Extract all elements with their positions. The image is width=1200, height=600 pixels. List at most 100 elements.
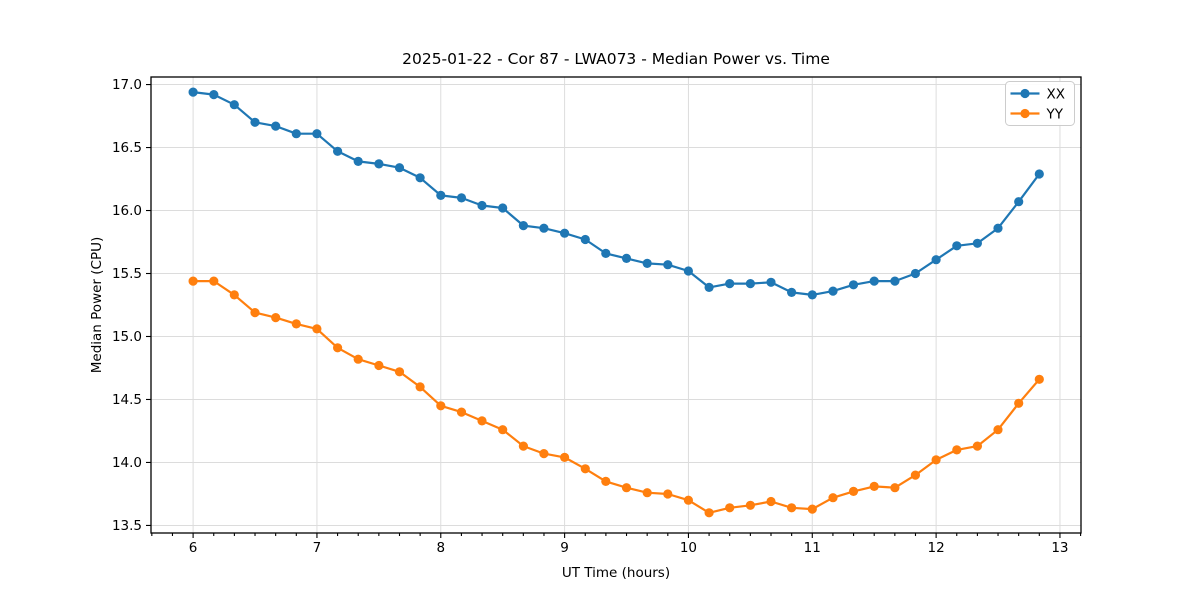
series-XX-marker	[415, 173, 425, 183]
y-tick-label: 16.5	[112, 140, 142, 156]
y-tick-label: 16.0	[112, 203, 142, 219]
series-YY-marker	[766, 496, 776, 507]
series-YY-marker	[910, 470, 921, 480]
series-YY-marker	[353, 354, 363, 364]
legend-entry-YY: YY	[1010, 106, 1064, 122]
series-XX-marker	[271, 121, 281, 131]
legend-marker-icon	[1020, 88, 1030, 99]
tick-labels: 6 7 8 9 10 11 12 13 13.5 14.0 14.5 15.0 15.5 16.0 16.5…	[112, 77, 1069, 556]
series-YY-marker	[291, 319, 301, 329]
series-YY-marker	[498, 425, 508, 435]
series-YY-marker	[745, 500, 756, 510]
series-XX-marker	[704, 282, 714, 292]
legend: XX YY	[1005, 81, 1075, 126]
series-YY-marker	[601, 476, 611, 486]
series-YY-marker	[188, 276, 198, 286]
series-XX-marker	[621, 253, 632, 263]
series-XX-marker	[498, 203, 508, 213]
legend-label: YY	[1046, 106, 1064, 122]
x-tick-label: 9	[560, 540, 569, 556]
plot-area	[150, 76, 1082, 534]
series-XX-marker	[993, 223, 1003, 233]
series-YY-marker	[477, 416, 487, 426]
series-YY-marker	[683, 495, 694, 505]
series-XX-marker	[745, 279, 756, 289]
series-YY-marker	[333, 343, 343, 353]
x-tick-label: 11	[804, 540, 821, 556]
y-tick-label: 14.5	[112, 392, 142, 408]
series-XX-marker	[683, 266, 694, 276]
series-YY-marker	[209, 276, 219, 286]
series-XX-marker	[766, 277, 776, 287]
series-YY-marker	[456, 407, 467, 417]
series-YY-marker	[993, 425, 1003, 435]
series-YY-marker	[539, 449, 549, 459]
series-XX-marker	[456, 193, 467, 203]
series-XX-marker	[663, 260, 673, 270]
series-XX-marker	[807, 290, 817, 300]
series-XX-marker	[787, 287, 797, 297]
x-tick-label: 6	[189, 540, 198, 556]
series-XX-marker	[1014, 197, 1024, 207]
series-YY-marker	[1034, 374, 1044, 384]
series-YY-marker	[890, 483, 900, 493]
series-XX-marker	[209, 90, 219, 100]
y-tick-label: 13.5	[112, 518, 142, 534]
series-YY-marker	[394, 367, 405, 377]
series-XX-marker	[312, 129, 322, 139]
series-XX-line	[192, 91, 1041, 296]
series-XX-marker	[333, 146, 343, 156]
series-YY-marker	[229, 290, 239, 300]
series-YY-marker	[663, 489, 673, 499]
legend-entry-XX: XX	[1010, 86, 1065, 102]
series-XX-marker	[725, 279, 735, 289]
series-YY-marker	[436, 401, 446, 411]
x-axis-label: UT Time (hours)	[562, 565, 670, 581]
series-XX-marker	[229, 100, 239, 110]
series-YY-marker	[580, 464, 590, 474]
series-YY-marker	[642, 488, 652, 498]
y-tick-label: 15.5	[112, 266, 142, 282]
x-tick-label: 7	[313, 540, 322, 556]
series-XX-marker	[518, 221, 529, 231]
series-YY-marker	[869, 481, 879, 491]
series-XX-marker	[580, 234, 590, 245]
series-XX	[188, 87, 1044, 300]
series-XX-marker	[828, 286, 838, 296]
series-XX-marker	[539, 223, 549, 233]
series-XX-marker	[250, 117, 260, 127]
series-YY-marker	[828, 493, 838, 503]
series-YY-marker	[518, 441, 529, 451]
series-YY-marker	[807, 504, 817, 514]
series-YY-marker	[271, 313, 281, 323]
y-tick-label: 17.0	[112, 77, 142, 93]
x-tick-label: 10	[680, 540, 697, 556]
series-XX-marker	[972, 238, 983, 248]
series-YY-marker	[704, 508, 714, 518]
series-YY-marker	[787, 503, 797, 513]
series-XX-marker	[560, 228, 570, 238]
series-XX-marker	[642, 258, 652, 268]
x-tick-label: 12	[928, 540, 945, 556]
series-YY-marker	[415, 382, 425, 392]
series-YY-marker	[374, 360, 384, 371]
series-YY-marker	[848, 486, 859, 496]
series-YY-marker	[250, 308, 260, 318]
legend-marker-icon	[1020, 108, 1030, 119]
series-XX-marker	[601, 248, 611, 258]
series-XX-marker	[869, 276, 879, 286]
axis-ticks	[146, 84, 1082, 538]
x-tick-label: 8	[436, 540, 445, 556]
y-tick-label: 15.0	[112, 329, 142, 345]
series-XX-marker	[394, 163, 405, 173]
series-XX-marker	[374, 159, 384, 169]
series-XX-marker	[1034, 169, 1044, 179]
series-XX-marker	[910, 268, 921, 279]
series-XX-marker	[436, 190, 446, 200]
series-YY-marker	[725, 503, 735, 513]
grid-lines	[151, 77, 1081, 533]
series-YY-marker	[621, 483, 632, 493]
series-XX-marker	[477, 200, 487, 211]
plot-layer: 6 7 8 9 10 11 12 13 13.5 14.0 14.5 15.0 15.5 16.0 16.5…	[112, 76, 1082, 556]
